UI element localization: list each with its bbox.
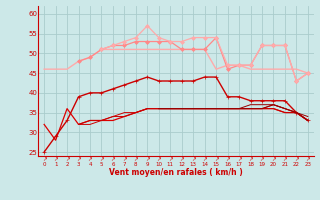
X-axis label: Vent moyen/en rafales ( km/h ): Vent moyen/en rafales ( km/h ) — [109, 168, 243, 177]
